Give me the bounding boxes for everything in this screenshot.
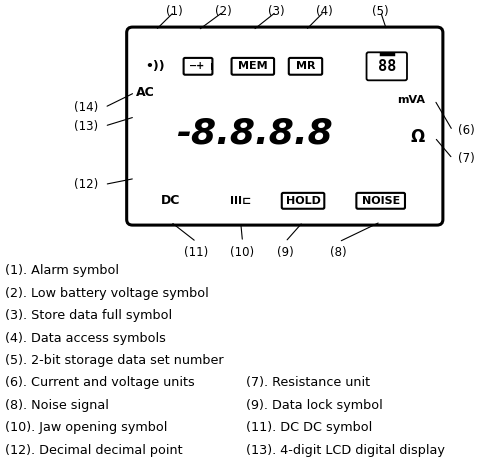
Text: (11): (11) xyxy=(184,246,209,259)
Text: mVA: mVA xyxy=(397,95,425,105)
Text: (1): (1) xyxy=(166,5,183,18)
Text: (3). Store data full symbol: (3). Store data full symbol xyxy=(5,309,172,322)
Text: DC: DC xyxy=(161,194,180,207)
FancyBboxPatch shape xyxy=(356,193,405,209)
Text: (7): (7) xyxy=(458,152,475,165)
Text: (1). Alarm symbol: (1). Alarm symbol xyxy=(5,264,119,277)
Text: (2). Low battery voltage symbol: (2). Low battery voltage symbol xyxy=(5,287,209,300)
Text: (12): (12) xyxy=(74,178,98,191)
Text: 88: 88 xyxy=(378,59,396,74)
Text: HOLD: HOLD xyxy=(286,196,321,206)
Text: (10). Jaw opening symbol: (10). Jaw opening symbol xyxy=(5,421,167,434)
Text: MEM: MEM xyxy=(238,61,268,71)
Text: MR: MR xyxy=(296,61,315,71)
Text: (7). Resistance unit: (7). Resistance unit xyxy=(246,376,370,389)
Text: (10): (10) xyxy=(230,246,255,259)
Text: (6). Current and voltage units: (6). Current and voltage units xyxy=(5,376,194,389)
Text: (5). 2-bit storage data set number: (5). 2-bit storage data set number xyxy=(5,354,223,367)
Text: (5): (5) xyxy=(372,5,389,18)
Text: (9). Data lock symbol: (9). Data lock symbol xyxy=(246,399,382,412)
Bar xyxy=(211,63,214,70)
FancyBboxPatch shape xyxy=(366,52,407,80)
Text: (8): (8) xyxy=(330,246,347,259)
Text: AC: AC xyxy=(136,86,154,99)
Text: (13). 4-digit LCD digital display: (13). 4-digit LCD digital display xyxy=(246,444,444,457)
Text: (6): (6) xyxy=(458,124,475,137)
Text: NOISE: NOISE xyxy=(361,196,400,206)
FancyBboxPatch shape xyxy=(127,27,443,225)
Text: (11). DC DC symbol: (11). DC DC symbol xyxy=(246,421,372,434)
Text: -8.8.8.8: -8.8.8.8 xyxy=(176,117,333,150)
Text: (4): (4) xyxy=(316,5,332,18)
Text: III⊏: III⊏ xyxy=(230,196,251,206)
Text: (13): (13) xyxy=(74,120,98,133)
Text: (3): (3) xyxy=(268,5,285,18)
Text: (2): (2) xyxy=(215,5,232,18)
Text: (4). Data access symbols: (4). Data access symbols xyxy=(5,332,166,345)
Text: (12). Decimal decimal point: (12). Decimal decimal point xyxy=(5,444,183,457)
FancyBboxPatch shape xyxy=(289,58,322,75)
FancyBboxPatch shape xyxy=(282,193,324,209)
FancyBboxPatch shape xyxy=(232,58,274,75)
Text: •)): •)) xyxy=(146,60,165,73)
Text: Ω: Ω xyxy=(410,128,425,146)
FancyBboxPatch shape xyxy=(184,58,213,75)
Text: (8). Noise signal: (8). Noise signal xyxy=(5,399,109,412)
Text: (9): (9) xyxy=(277,246,294,259)
Text: −+: −+ xyxy=(189,61,205,71)
Text: (14): (14) xyxy=(74,101,98,114)
